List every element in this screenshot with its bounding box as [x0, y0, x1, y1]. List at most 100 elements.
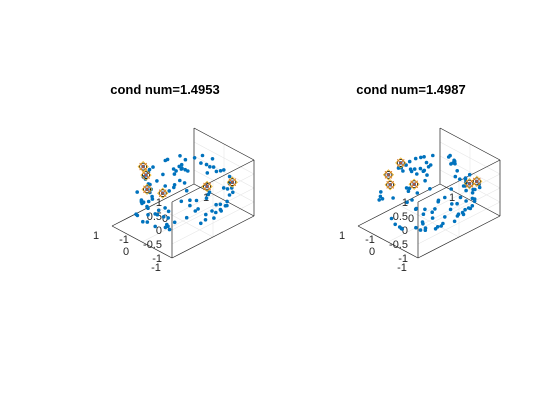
selected-circle-marker: [465, 179, 474, 188]
sample-point: [134, 212, 138, 216]
sample-point: [167, 227, 172, 232]
sample-point: [212, 216, 216, 220]
sample-point: [218, 202, 223, 207]
box-edge: [193, 127, 255, 161]
sample-point: [423, 178, 427, 183]
sample-point: [146, 213, 150, 217]
sample-point: [172, 220, 177, 225]
sample-point: [393, 222, 398, 227]
sample-point: [379, 190, 383, 194]
z-tick-label: 0: [402, 225, 408, 237]
sample-point: [178, 154, 182, 158]
sample-point: [151, 165, 155, 169]
sample-point: [231, 190, 235, 195]
sample-point: [196, 207, 200, 211]
subplot-right-title: cond num=1.4987: [356, 82, 465, 97]
box-edge: [171, 215, 255, 259]
z-tick-label: -1: [398, 253, 408, 265]
sample-point: [227, 174, 232, 179]
sample-point: [225, 199, 229, 204]
z-tick-label: -0.5: [389, 239, 408, 251]
sample-point: [380, 197, 385, 201]
sample-point: [448, 207, 453, 212]
sample-point: [156, 208, 161, 213]
x-tick-label: 1: [339, 230, 345, 242]
sample-point: [477, 185, 482, 190]
sample-point: [163, 184, 167, 188]
y-axis-line: [111, 183, 195, 227]
selected-diamond-marker: [384, 179, 396, 191]
sample-point: [135, 190, 139, 194]
selected-diamond-marker: [141, 183, 153, 195]
sample-point: [172, 172, 177, 176]
sample-point: [396, 166, 401, 170]
sample-point: [167, 189, 171, 193]
sample-point: [422, 168, 427, 173]
sample-point: [214, 210, 218, 215]
selected-circle-marker: [158, 189, 167, 198]
z-tick-label: -0.5: [143, 239, 162, 251]
sample-point: [421, 212, 426, 216]
sample-point: [404, 163, 408, 167]
sample-point: [466, 206, 471, 210]
sample-point: [155, 179, 159, 183]
sample-point: [455, 201, 459, 206]
box-edge: [417, 159, 501, 203]
sample-point: [446, 155, 451, 159]
sample-point: [166, 209, 171, 214]
sample-point: [172, 185, 176, 190]
sample-point: [415, 191, 420, 195]
sample-point: [470, 196, 475, 201]
sample-point: [461, 212, 466, 217]
sample-point: [463, 207, 467, 212]
selected-diamond-marker: [157, 187, 169, 199]
sample-point: [199, 161, 203, 165]
selected-circle-marker: [384, 170, 393, 179]
sample-point: [210, 157, 215, 161]
selected-circle-marker: [139, 162, 148, 171]
sample-point: [458, 195, 463, 200]
sample-point: [192, 156, 197, 160]
sample-point: [471, 187, 475, 192]
selected-diamond-marker: [408, 178, 420, 190]
sample-point: [431, 153, 435, 158]
sample-point: [171, 167, 176, 171]
sample-point: [210, 209, 214, 213]
sample-point: [467, 172, 472, 177]
selected-circle-marker: [396, 158, 405, 167]
x-tick-label: -1: [397, 262, 407, 274]
sample-point: [424, 160, 429, 165]
sample-point: [214, 202, 218, 207]
sample-point: [174, 169, 178, 173]
sample-point: [418, 228, 423, 232]
y-tick-label: 0: [162, 213, 168, 225]
sample-point: [418, 166, 423, 171]
sample-point: [408, 167, 413, 171]
sample-point: [463, 176, 468, 180]
sample-point: [205, 171, 210, 175]
sample-point: [420, 220, 425, 224]
sample-point: [400, 227, 405, 231]
sample-point: [433, 207, 437, 211]
sample-point: [452, 219, 457, 224]
sample-point: [430, 216, 435, 220]
sample-point: [450, 202, 454, 206]
sample-point: [470, 204, 475, 208]
sample-point: [391, 196, 395, 200]
sample-point: [443, 215, 447, 219]
sample-point: [179, 199, 184, 204]
sample-point: [222, 168, 226, 172]
grid-line-x: [387, 199, 471, 243]
y-tick-label: -1: [119, 234, 129, 246]
sample-point: [464, 188, 468, 193]
selected-circle-marker: [228, 178, 237, 187]
sample-point: [161, 215, 166, 219]
sample-point: [449, 162, 453, 166]
sample-point: [188, 203, 192, 208]
sample-point: [204, 162, 209, 167]
y-tick-label: 1: [449, 192, 455, 204]
sample-point: [161, 172, 165, 177]
sample-point: [449, 187, 454, 191]
selected-diamond-marker: [395, 157, 407, 169]
sample-point: [458, 177, 462, 181]
